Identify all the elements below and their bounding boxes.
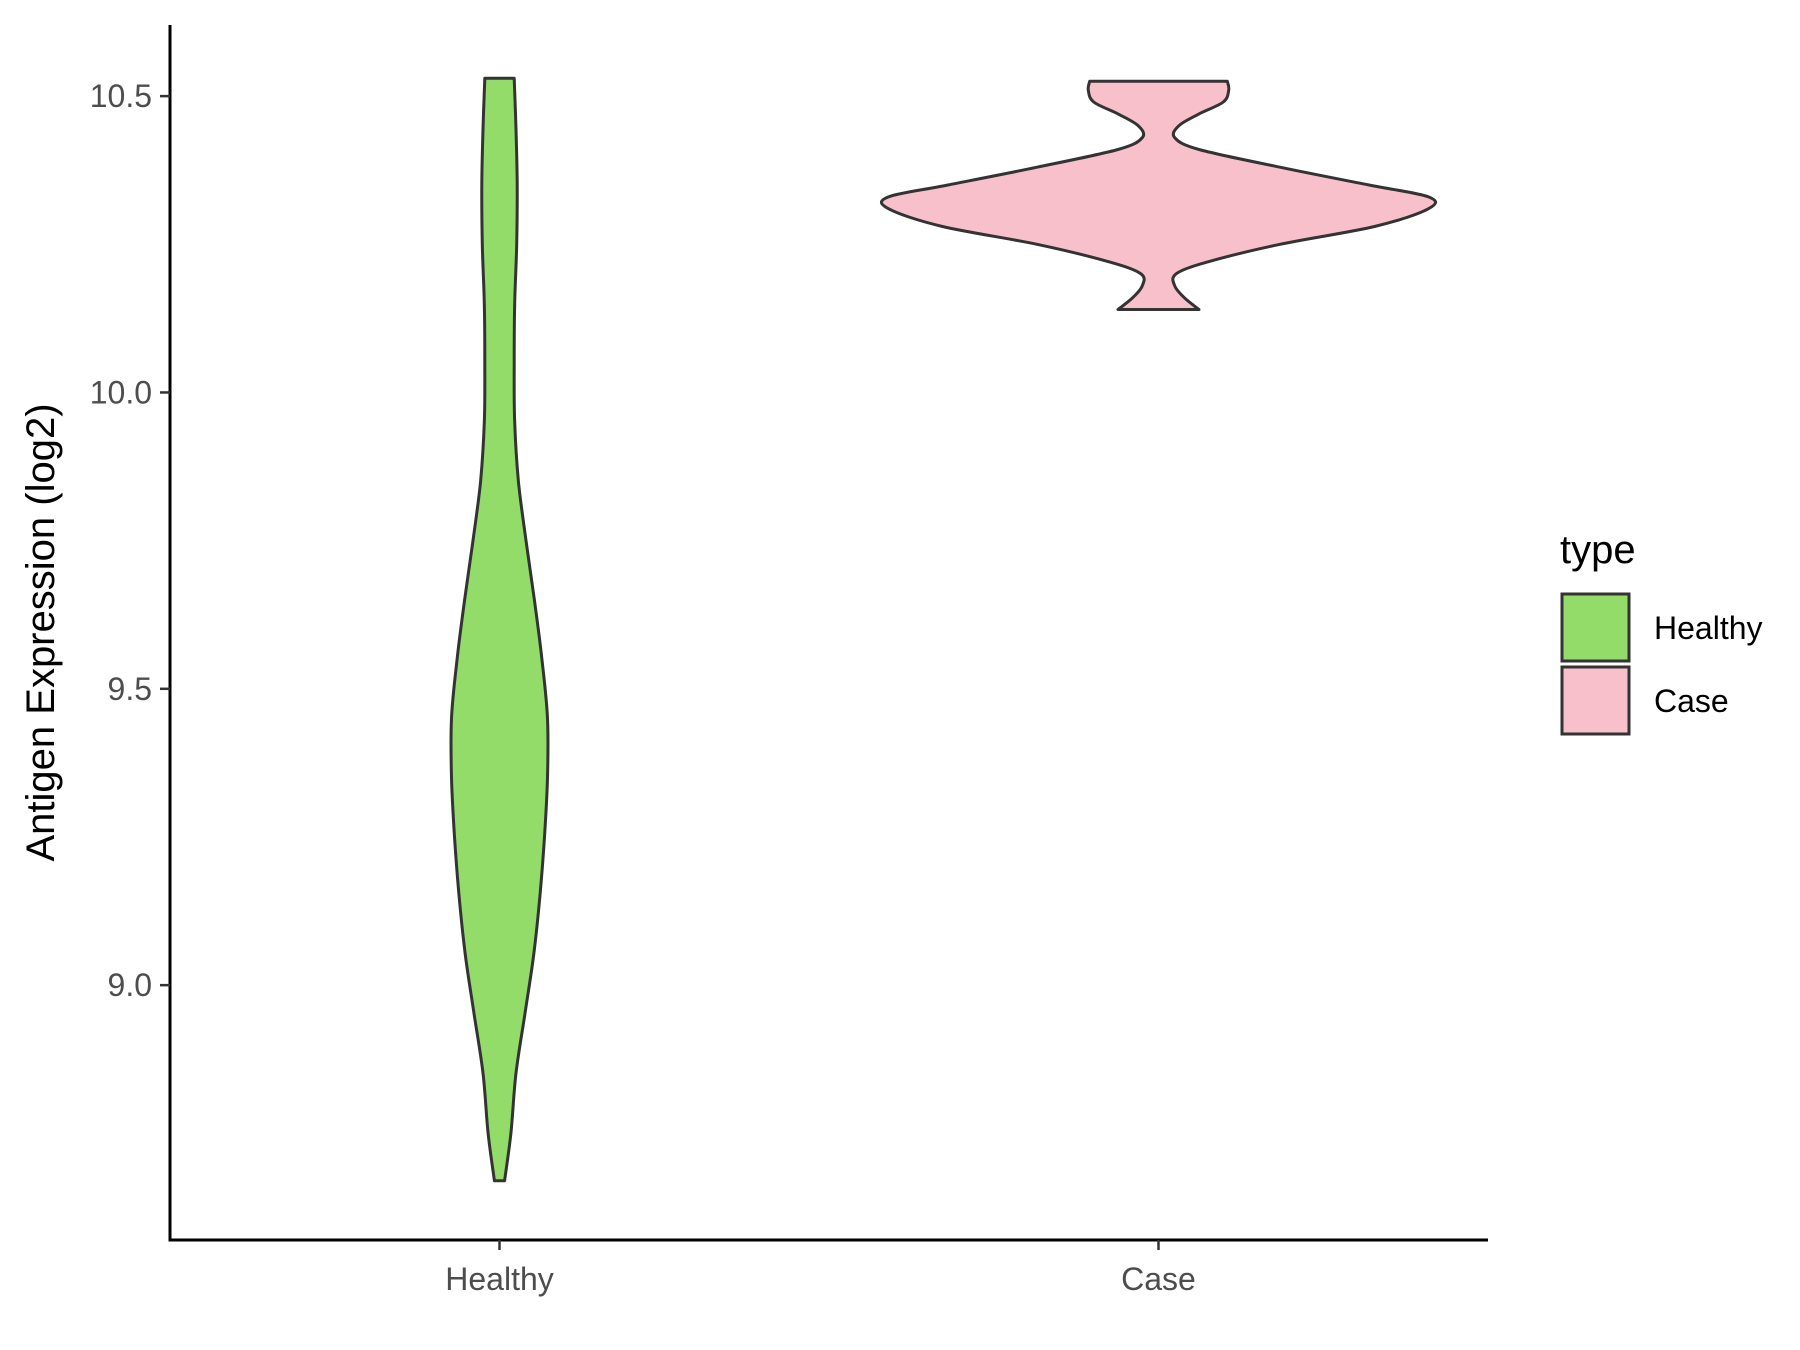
y-tick-label: 9.5 — [108, 671, 152, 707]
y-axis-title: Antigen Expression (log2) — [19, 403, 63, 861]
y-tick-label: 10.5 — [90, 78, 152, 114]
violin-healthy — [449, 76, 550, 1183]
legend-key-case — [1560, 665, 1631, 736]
legend-label-healthy: Healthy — [1654, 610, 1763, 646]
x-tick-label: Case — [1121, 1261, 1196, 1297]
legend: type Healthy Case — [1560, 528, 1763, 736]
x-tick-label: Healthy — [445, 1261, 554, 1297]
violin-case — [879, 79, 1438, 311]
y-tick-label: 9.0 — [108, 967, 152, 1003]
legend-label-case: Case — [1654, 683, 1729, 719]
x-axis-ticks: Healthy Case — [445, 1240, 1196, 1297]
y-tick-label: 10.0 — [90, 374, 152, 410]
violin-layer — [449, 76, 1438, 1183]
y-axis-ticks: 9.0 9.5 10.0 10.5 — [90, 78, 170, 1003]
legend-title: type — [1560, 528, 1636, 572]
legend-items: Healthy Case — [1560, 592, 1763, 736]
legend-key-healthy — [1560, 592, 1631, 663]
